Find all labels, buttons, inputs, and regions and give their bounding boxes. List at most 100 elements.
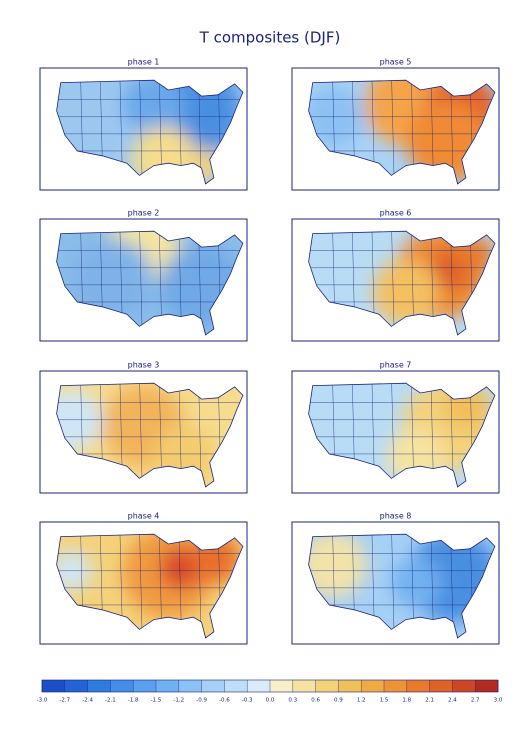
map-panel: phase 1 [39,58,248,191]
blob [453,234,495,277]
colorbar-label: 1.5 [380,698,389,704]
colorbar-box [452,680,476,692]
shading [56,80,243,184]
blob [405,99,489,183]
colorbar-box [338,680,362,692]
coastline [308,79,496,185]
shading [308,534,495,638]
coastline [56,533,244,639]
state-line [139,534,143,638]
panel-frame [39,521,248,645]
colorbar-box [475,680,499,692]
colorbar-box [133,680,157,692]
state-line [139,383,143,487]
colorbar-box [361,680,385,692]
colorbar-label: 0.3 [288,698,297,704]
shading [56,534,243,638]
panel-title: phase 8 [380,512,412,521]
state-line [139,231,143,335]
panel-title: phase 3 [128,361,160,370]
panel-title: phase 7 [380,361,412,370]
panel-frame [39,370,248,494]
blob [153,425,216,487]
coastline [56,382,244,488]
blob [189,149,223,183]
colorbar-label: 2.4 [448,698,457,704]
state-line [391,231,395,335]
colorbar-box [87,680,111,692]
colorbar-label: 2.1 [425,698,434,704]
colorbar-label: -0.6 [219,698,230,704]
colorbar-box [42,680,66,692]
state-line [391,80,395,184]
colorbar-box [429,680,453,692]
panel-title: phase 2 [128,209,160,218]
colorbar-label: 2.7 [471,698,480,704]
colorbar-label: -3.0 [37,698,48,704]
coastline [56,230,244,336]
colorbar-box [178,680,202,692]
colorbar-box [292,680,316,692]
colorbar-label: -2.7 [59,698,70,704]
blob [443,383,493,433]
colorbar-label: -1.8 [128,698,139,704]
blob [387,427,446,486]
colorbar-label: 1.8 [402,698,411,704]
panel-title: phase 1 [128,58,160,67]
colorbar-box [406,680,430,692]
blob [191,534,241,584]
map-panel: phase 3 [39,361,248,494]
blob [160,547,202,590]
colorbar-label: -2.4 [82,698,93,704]
colorbar-label: -0.3 [242,698,253,704]
blob [391,558,442,608]
coastline [308,533,496,639]
map-panel: phase 4 [39,512,248,645]
state-line [139,80,143,184]
colorbar-label: -0.9 [196,698,207,704]
map-panel: phase 8 [291,512,500,645]
coastline [308,230,496,336]
panel-frame [39,67,248,191]
colorbar-box [156,680,180,692]
colorbar-label: 3.0 [494,698,503,704]
coastline [56,79,244,185]
shading [56,383,243,487]
shading [308,383,495,487]
state-line [391,534,395,638]
blobs [122,80,241,184]
colorbar-box [247,680,271,692]
colorbar-box [315,680,339,692]
colorbar-box [384,680,408,692]
shading [56,231,243,335]
colorbar-label: 0.0 [266,698,275,704]
panel-frame [291,370,500,494]
colorbar-label: -2.1 [105,698,116,704]
figure-title: T composites (DJF) [199,29,341,47]
panel-frame [291,521,500,645]
state-line [391,383,395,487]
colorbar-box [64,680,88,692]
colorbar-label: 0.6 [311,698,320,704]
shading [308,231,495,335]
colorbar-label: -1.5 [151,698,162,704]
blob [372,259,439,326]
coastline [308,382,496,488]
panel-frame [291,218,500,342]
map-panel: phase 5 [291,58,500,191]
colorbar-label: -1.2 [173,698,184,704]
map-panel: phase 2 [39,209,248,342]
panel-frame [291,67,500,191]
panel-title: phase 6 [380,209,412,218]
blob [71,238,154,322]
map-panel: phase 6 [291,209,500,342]
colorbar-label: 1.2 [357,698,366,704]
panel-frame [39,218,248,342]
colorbar-box [270,680,294,692]
panel-title: phase 4 [128,512,160,521]
colorbar-box [224,680,248,692]
colorbar-box [201,680,225,692]
colorbar-box [110,680,134,692]
colorbar-label: 0.9 [334,698,343,704]
